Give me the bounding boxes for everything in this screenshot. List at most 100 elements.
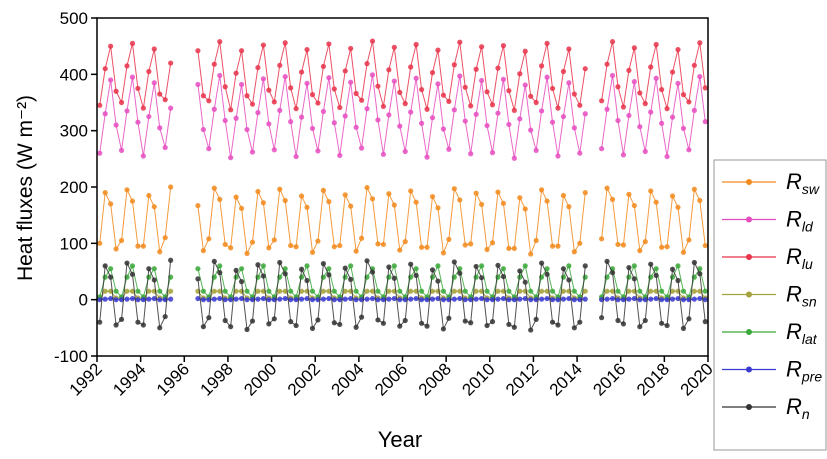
data-point bbox=[380, 241, 387, 248]
data-point bbox=[298, 69, 305, 75]
data-point bbox=[309, 288, 316, 294]
data-point bbox=[260, 200, 266, 206]
data-point bbox=[386, 274, 392, 280]
data-point bbox=[320, 296, 326, 302]
data-point bbox=[271, 316, 277, 322]
data-point bbox=[380, 320, 387, 326]
data-point bbox=[331, 297, 337, 303]
data-point bbox=[298, 296, 305, 302]
data-point bbox=[260, 263, 266, 269]
data-point bbox=[375, 317, 381, 323]
data-point bbox=[549, 319, 556, 325]
data-point bbox=[435, 278, 441, 284]
data-point bbox=[642, 148, 648, 155]
data-point bbox=[549, 119, 556, 125]
data-point bbox=[113, 246, 119, 252]
data-point bbox=[408, 261, 414, 267]
data-point bbox=[217, 270, 223, 276]
data-point bbox=[631, 79, 637, 85]
data-point bbox=[222, 84, 228, 90]
data-point bbox=[364, 184, 370, 191]
data-point bbox=[102, 288, 108, 294]
data-point bbox=[549, 85, 556, 92]
data-point bbox=[659, 297, 665, 303]
data-point bbox=[489, 297, 496, 303]
data-point bbox=[457, 197, 463, 203]
data-point bbox=[451, 186, 457, 192]
data-point bbox=[615, 241, 621, 248]
data-point bbox=[418, 320, 425, 326]
data-point bbox=[358, 235, 365, 241]
data-point bbox=[549, 243, 556, 249]
data-point bbox=[473, 190, 479, 196]
data-point bbox=[266, 87, 272, 93]
data-point bbox=[353, 124, 359, 130]
data-point bbox=[511, 297, 517, 303]
data-point bbox=[233, 296, 239, 302]
data-point bbox=[342, 192, 348, 198]
data-point bbox=[255, 188, 261, 195]
data-point bbox=[222, 288, 228, 294]
data-point bbox=[637, 288, 643, 294]
data-point bbox=[637, 324, 643, 330]
data-point bbox=[686, 99, 692, 105]
data-point bbox=[353, 90, 359, 97]
data-point bbox=[277, 259, 283, 266]
data-point bbox=[233, 194, 239, 200]
data-point bbox=[555, 153, 561, 159]
data-point bbox=[489, 240, 496, 246]
data-point bbox=[533, 237, 539, 244]
data-point bbox=[228, 107, 234, 113]
data-point bbox=[577, 102, 583, 108]
data-point bbox=[604, 61, 610, 67]
data-point bbox=[424, 297, 430, 303]
data-point bbox=[337, 104, 343, 111]
data-point bbox=[211, 106, 217, 112]
data-point bbox=[277, 107, 283, 113]
data-point bbox=[266, 321, 272, 327]
data-point bbox=[484, 246, 490, 253]
data-point bbox=[118, 237, 125, 244]
data-point bbox=[282, 40, 288, 46]
data-point bbox=[702, 297, 708, 303]
data-point bbox=[506, 121, 512, 128]
data-point bbox=[451, 259, 457, 265]
data-point bbox=[358, 314, 365, 320]
data-point bbox=[326, 272, 332, 278]
data-point bbox=[108, 266, 114, 272]
data-point bbox=[293, 106, 299, 112]
data-point bbox=[408, 64, 414, 70]
x-tick-label: 2004 bbox=[328, 359, 368, 399]
data-point bbox=[544, 266, 550, 272]
legend-marker bbox=[746, 366, 752, 373]
data-point bbox=[440, 297, 447, 303]
data-point bbox=[102, 263, 108, 269]
data-point bbox=[522, 288, 528, 294]
series-line bbox=[99, 74, 706, 159]
data-point bbox=[375, 117, 381, 123]
data-point bbox=[479, 77, 485, 84]
data-point bbox=[195, 81, 201, 88]
data-point bbox=[429, 288, 436, 294]
data-point bbox=[135, 288, 141, 294]
data-point bbox=[620, 152, 627, 158]
data-point bbox=[293, 244, 299, 250]
data-point bbox=[631, 45, 637, 51]
data-point bbox=[626, 264, 632, 271]
data-point bbox=[675, 204, 681, 210]
data-point bbox=[260, 273, 266, 279]
x-tick-label: 2008 bbox=[415, 359, 455, 399]
data-point bbox=[669, 274, 676, 280]
data-point bbox=[168, 184, 174, 190]
legend-marker bbox=[746, 216, 752, 223]
data-point bbox=[309, 249, 316, 255]
data-point bbox=[669, 193, 676, 199]
data-point bbox=[397, 123, 403, 129]
data-point bbox=[648, 288, 654, 294]
x-tick-label: 2010 bbox=[458, 359, 498, 399]
data-point bbox=[680, 249, 687, 255]
data-point bbox=[659, 244, 665, 250]
data-point bbox=[604, 258, 610, 264]
data-point bbox=[369, 269, 376, 275]
data-point bbox=[408, 109, 414, 115]
